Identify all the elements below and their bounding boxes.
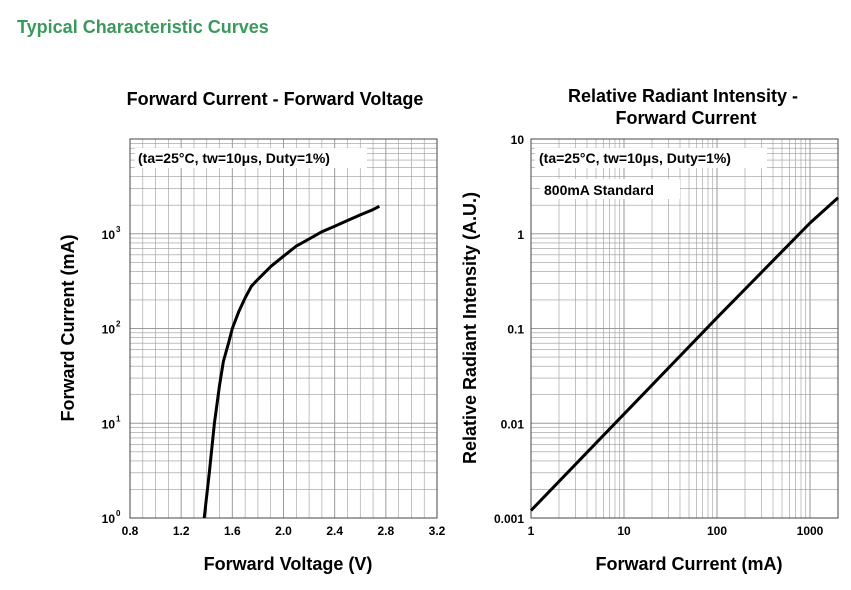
- chart2-tick-labels: 1 10 100 1000 0.001 0.01 0.1 1 10: [494, 133, 824, 538]
- chart2-xtick-label: 100: [707, 524, 727, 538]
- chart1-xtick-label: 2.8: [377, 524, 394, 538]
- chart2-annotation2-bg: [540, 179, 680, 199]
- chart2-plot-frame: [530, 138, 839, 519]
- chart2-ytick-label: 0.001: [494, 512, 524, 526]
- chart1-ytick-label: 10: [102, 323, 116, 337]
- chart1-ylabel: Forward Current (mA): [58, 234, 78, 421]
- chart1-xlabel: Forward Voltage (V): [204, 554, 373, 574]
- chart1-ytick-exponent: 3: [116, 225, 121, 234]
- chart2-xtick-label: 10: [617, 524, 631, 538]
- chart1-xtick-label: 3.2: [429, 524, 446, 538]
- chart1-series-line: [202, 204, 381, 519]
- chart1-annotation-bg: [135, 148, 367, 168]
- chart1-title: Forward Current - Forward Voltage: [127, 89, 424, 109]
- chart1-xtick-label: 2.0: [275, 524, 292, 538]
- radiant-intensity-current-chart: Relative Radiant Intensity - Forward Cur…: [460, 86, 840, 574]
- chart2-annotation2: 800mA Standard: [544, 182, 654, 198]
- chart1-ytick-exponent: 1: [116, 414, 121, 423]
- chart1-xtick-label: 1.6: [224, 524, 241, 538]
- chart2-xtick-label: 1: [528, 524, 535, 538]
- chart2-ytick-label: 0.1: [507, 323, 524, 337]
- chart1-ytick-exponent: 2: [116, 320, 121, 329]
- chart1-plot-frame: [129, 138, 438, 519]
- chart2-ylabel: Relative Radiant Intensity (A.U.): [460, 192, 480, 464]
- chart1-grid: [129, 138, 438, 519]
- chart2-ytick-label: 10: [511, 133, 525, 147]
- chart1-ytick-label: 10: [102, 228, 116, 242]
- chart2-annotation-bg: [535, 148, 767, 168]
- chart1-ytick-label: 10: [102, 512, 116, 526]
- chart1-xtick-label: 1.2: [173, 524, 190, 538]
- chart2-title-line1: Relative Radiant Intensity -: [568, 86, 798, 106]
- chart1-annotation: (ta=25°C, tw=10μs, Duty=1%): [138, 150, 330, 166]
- chart1-xtick-label: 0.8: [122, 524, 139, 538]
- chart2-ytick-label: 0.01: [501, 417, 525, 431]
- forward-current-voltage-chart: Forward Current - Forward Voltage 0.8 1.2…: [58, 89, 446, 574]
- chart2-xtick-label: 1000: [797, 524, 824, 538]
- chart2-xlabel: Forward Current (mA): [595, 554, 782, 574]
- chart2-title-line2: Forward Current: [615, 108, 756, 128]
- chart2-ytick-label: 1: [517, 228, 524, 242]
- page-heading: Typical Characteristic Curves: [17, 17, 269, 37]
- chart1-xtick-label: 2.4: [326, 524, 343, 538]
- chart1-ytick-exponent: 0: [116, 509, 121, 518]
- chart2-annotation: (ta=25°C, tw=10μs, Duty=1%): [539, 150, 731, 166]
- chart1-ytick-label: 10: [102, 417, 116, 431]
- chart2-series-line: [529, 196, 840, 512]
